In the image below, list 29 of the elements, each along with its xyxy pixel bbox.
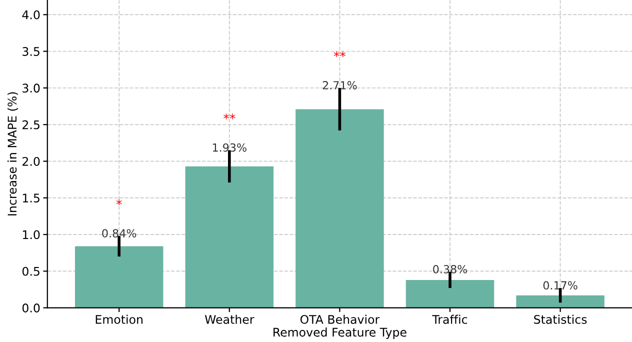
x-tick-label: Weather [204,314,254,324]
annotation: * [116,199,122,206]
bar [406,280,494,308]
bar [185,166,274,308]
x-tick-label: OTA Behavior [300,314,380,324]
x-axis-title: Removed Feature Type [274,328,406,339]
y-axis-title: Increase in MAPE (%) [7,92,18,216]
x-tick-label: Traffic [432,314,468,324]
annotation: ** [334,51,346,58]
y-tick-label: 3.0 [22,84,40,93]
annotation: ** [224,114,236,120]
y-tick-label: 2.5 [22,120,40,130]
y-tick-label: 1.0 [22,230,40,240]
x-tick-label: Emotion [96,314,142,324]
bar [296,109,384,308]
data-label: 0.17% [543,281,578,290]
data-label: 1.93% [212,143,246,152]
data-label: 2.71% [322,81,357,90]
y-tick-label: 0.5 [22,266,40,276]
bar [516,295,604,308]
y-tick-label: 1.5 [22,194,40,203]
y-tick-label: 3.5 [22,47,40,56]
y-tick-label: 2.0 [22,156,40,166]
y-tick-label: 4.0 [22,10,40,20]
bar [74,246,164,308]
x-tick-label: Statistics [534,314,587,324]
data-label: 0.38% [433,264,468,274]
data-label: 0.84% [102,229,136,238]
y-tick-label: 0.0 [22,304,40,312]
